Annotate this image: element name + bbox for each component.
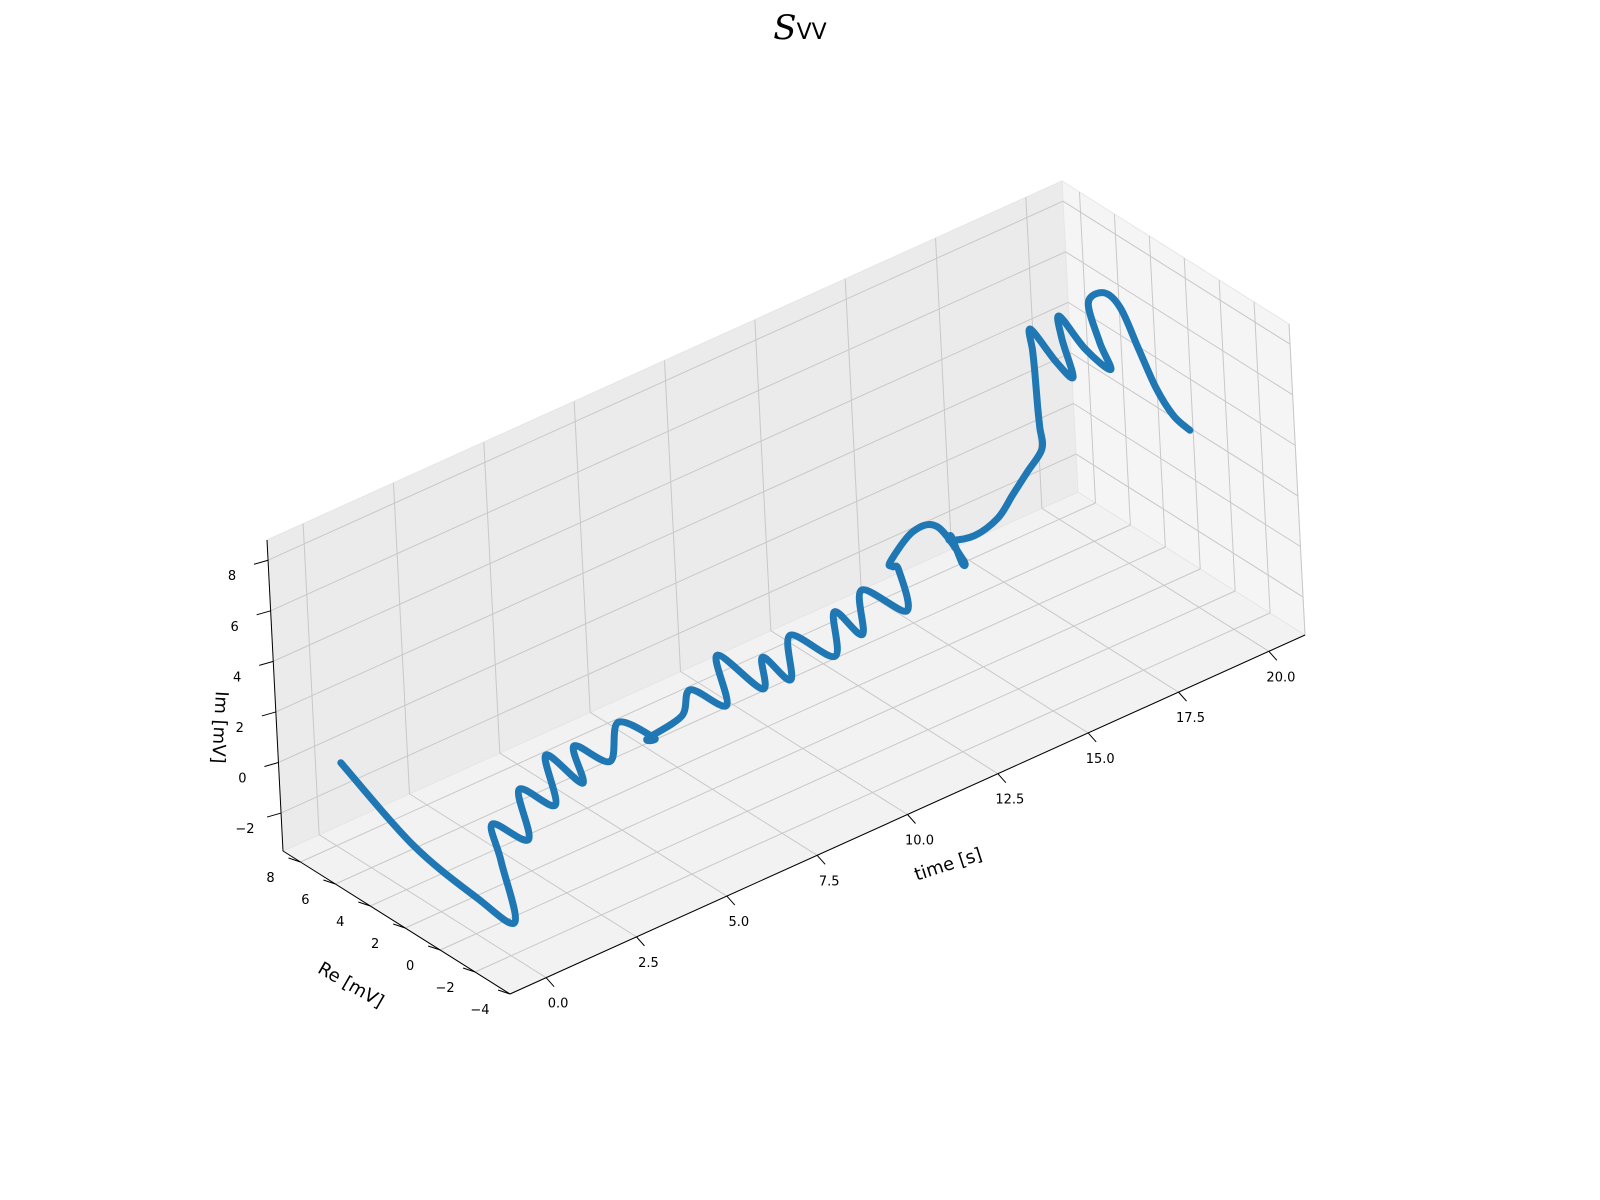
y-tick-label: −2 [436, 981, 455, 996]
grid-line-time-floor [951, 548, 1179, 693]
chart-title-symbol: S [773, 8, 797, 48]
chart-title: SVV [0, 8, 1600, 48]
grid-line-time-back [302, 523, 320, 835]
grid-line-time-back [573, 401, 591, 713]
y-tick-mark [323, 879, 336, 885]
grid-line-re-side [1288, 323, 1306, 636]
y-tick-label: 4 [336, 915, 344, 930]
z-tick-mark [253, 559, 269, 565]
grid-line-time-back [664, 360, 681, 672]
grid-line-im-back [267, 200, 1064, 561]
z-tick-label: 8 [228, 569, 236, 584]
x-tick-mark [636, 936, 645, 947]
grid-line-re-floor [370, 546, 1166, 907]
series-curves [337, 289, 1194, 927]
grid-line-im-side [1065, 251, 1293, 396]
grid-line-time-floor [1041, 507, 1270, 652]
x-tick-label: 15.0 [1086, 752, 1115, 767]
grid-line-time-floor [409, 793, 637, 938]
x-tick-label: 5.0 [728, 915, 749, 930]
grid-line-re-side [1113, 213, 1131, 526]
x-tick-mark [1087, 732, 1097, 743]
x-tick-mark [545, 977, 555, 988]
x-tick-mark [816, 854, 826, 865]
x-tick-mark [997, 773, 1007, 784]
axis-panes [266, 180, 1307, 995]
grid-line-im-side [1062, 200, 1291, 345]
z-tick-mark [261, 711, 276, 717]
grid-line-im-side [1075, 453, 1304, 598]
x-axis-label: time [s] [912, 844, 985, 886]
x-tick-label: 17.5 [1176, 711, 1205, 726]
z-tick-label: 0 [238, 772, 246, 787]
grid-line-re-floor [474, 612, 1271, 973]
x-tick-mark [907, 814, 916, 824]
x-tick-label: 20.0 [1266, 670, 1295, 685]
grid-line-time-floor [499, 752, 728, 897]
series-line-0 [337, 289, 1194, 927]
y-tick-label: 8 [266, 871, 274, 886]
grid-line-im-side [1067, 301, 1296, 446]
grid-line-re-side [1218, 279, 1236, 592]
x-tick-label: 10.0 [905, 834, 934, 849]
grid-line-time-floor [860, 589, 1089, 734]
x-tick-label: 2.5 [638, 956, 659, 971]
grid-line-time-back [935, 238, 953, 550]
chart-title-subscript: VV [796, 20, 827, 45]
grid-line-im-back [278, 403, 1074, 763]
grid-line-time-floor [318, 834, 547, 979]
x-tick-label: 12.5 [995, 793, 1024, 808]
z-axis-label: Im [mV] [207, 691, 232, 764]
z-tick-label: 2 [236, 721, 244, 736]
y-axis-line [282, 850, 511, 995]
z-tick-label: 4 [233, 670, 241, 685]
grid-line-time-floor [589, 711, 818, 856]
x-tick-label: 0.0 [548, 997, 569, 1012]
z-tick-mark [264, 762, 279, 767]
grid-line-re-side [1183, 257, 1201, 570]
y-tick-label: 0 [406, 959, 414, 974]
z-tick-label: 6 [230, 620, 238, 635]
x-tick-mark [726, 895, 736, 906]
grid-line-im-back [280, 453, 1077, 814]
grid-line-im-back [270, 251, 1066, 612]
y-tick-label: 6 [301, 893, 309, 908]
y-tick-mark [497, 989, 511, 995]
grid-line-re-floor [335, 524, 1131, 885]
grid-line-re-floor [439, 590, 1236, 951]
z-tick-mark [259, 660, 274, 666]
y-tick-mark [288, 857, 301, 863]
grid-line-time-back [844, 278, 862, 590]
y-tick-label: 2 [371, 937, 379, 952]
grid-line-time-back [483, 442, 501, 754]
x-tick-mark [1178, 691, 1187, 702]
grid-line-re-side [1253, 301, 1271, 614]
tick-labels: 0.0 2.5 5.0 7.5 10.0 12.5 15.0 17.5 20.0 −4 −2 0 2 4 6… [228, 569, 1296, 1018]
x-tick-label: 7.5 [819, 874, 840, 889]
grid-line-re-floor [405, 568, 1201, 929]
y-tick-mark [358, 901, 371, 907]
grid-line-im-back [275, 352, 1072, 713]
x-tick-mark [1268, 650, 1278, 661]
y-tick-label: −4 [470, 1003, 489, 1018]
z-tick-mark [266, 812, 282, 818]
grid-line-time-floor [770, 630, 999, 775]
axis-lines [253, 539, 1306, 995]
grid-line-time-back [392, 482, 410, 794]
y-tick-mark [462, 967, 476, 973]
y-tick-mark [427, 945, 441, 951]
z-tick-mark [256, 610, 271, 616]
grid-line-time-back [754, 319, 772, 631]
y-axis-label: Re [mV] [314, 958, 387, 1012]
y-tick-mark [393, 923, 406, 929]
grid-line-time-floor [680, 671, 908, 815]
z-tick-label: −2 [235, 822, 254, 837]
z-axis-line [266, 539, 284, 852]
grid-line-im-back [273, 301, 1069, 662]
grid-line-im-side [1073, 403, 1301, 547]
